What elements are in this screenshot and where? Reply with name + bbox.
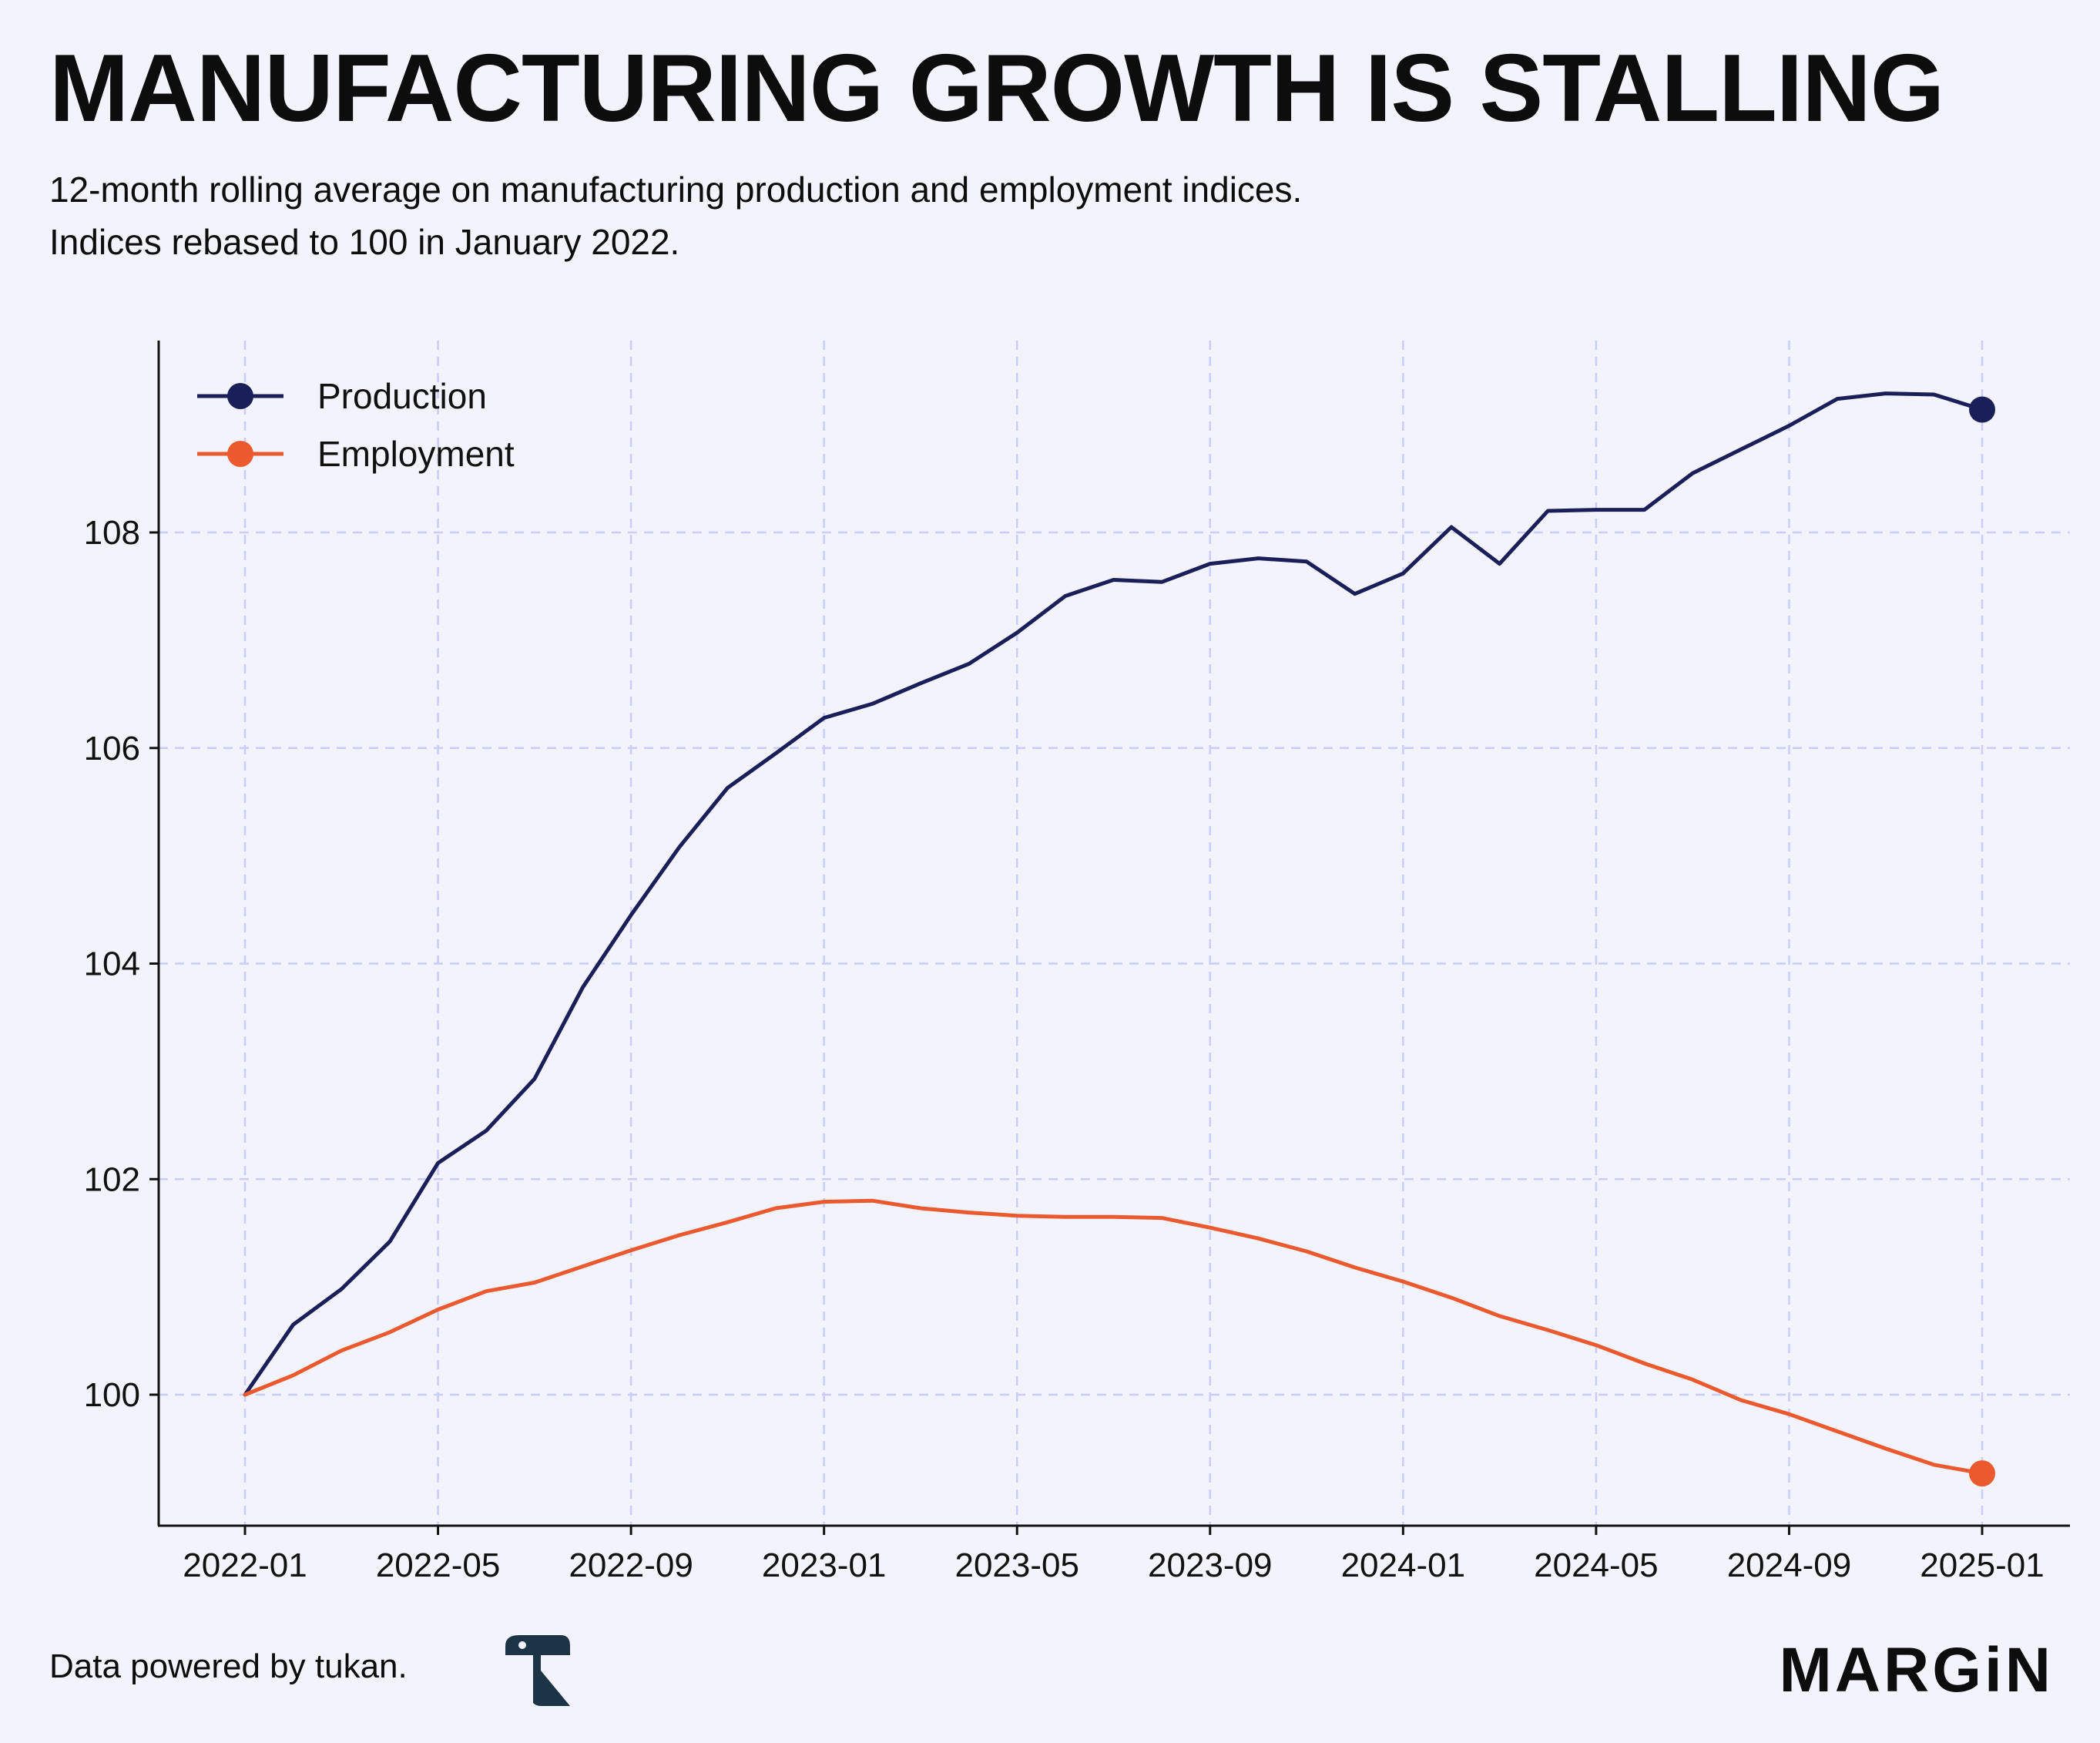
legend-marker-production — [227, 383, 253, 409]
x-tick-label: 2024-01 — [1341, 1547, 1465, 1584]
end-marker-employment — [1969, 1460, 1995, 1487]
y-tick-label: 100 — [84, 1376, 140, 1414]
tukan-logo-icon — [505, 1635, 570, 1706]
x-tick-label: 2022-05 — [376, 1547, 500, 1584]
legend-marker-employment — [227, 441, 253, 467]
x-tick-label: 2022-09 — [569, 1547, 693, 1584]
x-tick-label: 2024-05 — [1534, 1547, 1658, 1584]
series-line-production — [243, 391, 1984, 1397]
series-line-employment — [243, 1198, 1984, 1476]
data-source-note: Data powered by tukan. — [49, 1647, 408, 1685]
legend-label-employment: Employment — [317, 434, 515, 474]
subtitle-line-2: Indices rebased to 100 in January 2022. — [49, 222, 680, 262]
x-tick-label: 2023-09 — [1148, 1547, 1272, 1584]
x-tick-label: 2023-01 — [762, 1547, 886, 1584]
y-tick-label: 108 — [84, 514, 140, 552]
y-tick-label: 106 — [84, 730, 140, 767]
legend: Production Employment — [197, 376, 515, 474]
grid-layer — [159, 341, 2070, 1526]
tick-layer: 2022-01 2022-05 2022-09 2023-01 2023-05 2023-… — [84, 514, 2045, 1584]
series-layer — [243, 391, 1995, 1487]
x-tick-label: 2022-01 — [183, 1547, 307, 1584]
chart-title: MANUFACTURING GROWTH IS STALLING — [49, 35, 1944, 142]
x-tick-label: 2025-01 — [1920, 1547, 2044, 1584]
margin-brand-logo: MARGiN — [1779, 1635, 2054, 1705]
end-marker-production — [1969, 396, 1995, 423]
subtitle-line-1: 12-month rolling average on manufacturin… — [49, 170, 1303, 210]
legend-label-production: Production — [317, 376, 487, 416]
axes-layer — [157, 341, 2070, 1527]
y-tick-label: 104 — [84, 945, 140, 983]
y-tick-label: 102 — [84, 1160, 140, 1198]
x-tick-label: 2023-05 — [954, 1547, 1079, 1584]
chart-subtitle: 12-month rolling average on manufacturin… — [49, 163, 1302, 268]
x-tick-label: 2024-09 — [1727, 1547, 1851, 1584]
